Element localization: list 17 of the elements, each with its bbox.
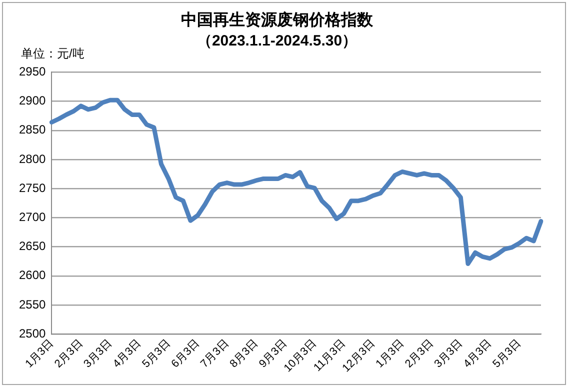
y-tick-label: 2550: [18, 297, 46, 312]
y-tick-label: 2950: [18, 64, 46, 79]
x-tick-label: 5月3日: [490, 338, 524, 370]
y-tick-label: 2800: [18, 152, 46, 166]
y-tick-label: 2600: [18, 268, 46, 282]
y-tick-label: 2700: [18, 210, 46, 224]
y-tick-label: 2900: [18, 94, 46, 108]
x-tick-label: 3月3日: [82, 338, 114, 370]
y-tick-label: 2500: [18, 326, 46, 340]
chart-subtitle: （2023.1.1-2024.5.30）: [196, 32, 358, 50]
x-tick-label: 1月3日: [23, 338, 56, 370]
y-tick-label: 2650: [18, 239, 46, 254]
y-tick-label: 2850: [18, 122, 46, 137]
text: 单位：元/吨: [21, 46, 84, 61]
y-tick-label: 2750: [18, 180, 46, 195]
x-tick-label: 5月3日: [140, 338, 173, 370]
chart-title: 中国再生资源废钢价格指数: [181, 11, 374, 30]
